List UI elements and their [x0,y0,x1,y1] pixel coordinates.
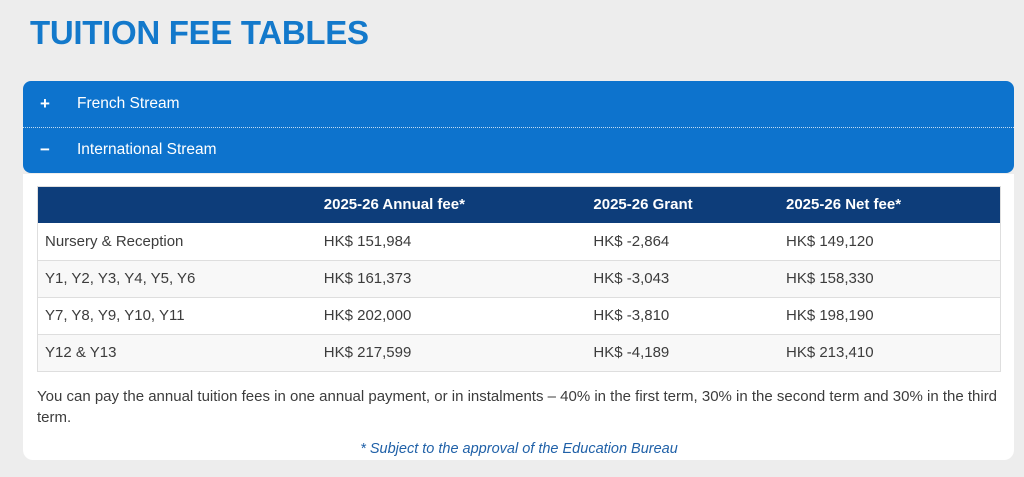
page-title: TUITION FEE TABLES [30,14,369,51]
net-fee-value: HK$ 198,190 [778,297,1001,335]
table-header-empty [37,186,317,224]
net-fee-value: HK$ 149,120 [778,223,1001,261]
tuition-fee-table: 2025-26 Annual fee* 2025-26 Grant 2025-2… [37,185,1001,372]
net-fee-value: HK$ 158,330 [778,260,1001,298]
payment-info-text: You can pay the annual tuition fees in o… [37,387,998,427]
table-row: Y1, Y2, Y3, Y4, Y5, Y6 HK$ 161,373 HK$ -… [37,260,1001,298]
table-header-annual-fee: 2025-26 Annual fee* [316,186,587,224]
table-row: Y7, Y8, Y9, Y10, Y11 HK$ 202,000 HK$ -3,… [37,297,1001,335]
row-label: Y7, Y8, Y9, Y10, Y11 [37,297,317,335]
minus-icon: − [40,140,50,160]
net-fee-value: HK$ 213,410 [778,334,1001,372]
table-header-row: 2025-26 Annual fee* 2025-26 Grant 2025-2… [37,186,1001,224]
annual-fee-value: HK$ 151,984 [316,223,587,261]
table-header-net-fee: 2025-26 Net fee* [778,186,1001,224]
accordion-item-international-stream[interactable]: − International Stream [23,126,1014,173]
tuition-fee-page: TUITION FEE TABLES + French Stream − Int… [23,14,1014,460]
stream-accordion: + French Stream − International Stream [23,80,1014,173]
international-stream-panel: 2025-26 Annual fee* 2025-26 Grant 2025-2… [23,173,1014,460]
table-row: Y12 & Y13 HK$ 217,599 HK$ -4,189 HK$ 213… [37,334,1001,372]
row-label: Y1, Y2, Y3, Y4, Y5, Y6 [37,260,317,298]
annual-fee-value: HK$ 217,599 [316,334,587,372]
grant-value: HK$ -4,189 [586,334,779,372]
grant-value: HK$ -3,043 [586,260,779,298]
row-label: Y12 & Y13 [37,334,317,372]
accordion-label-french-stream: French Stream [77,94,180,112]
accordion-label-international-stream: International Stream [77,141,217,159]
grant-value: HK$ -2,864 [586,223,779,261]
annual-fee-value: HK$ 202,000 [316,297,587,335]
table-header-grant: 2025-26 Grant [586,186,779,224]
approval-note: * Subject to the approval of the Educati… [360,441,678,458]
annual-fee-value: HK$ 161,373 [316,260,587,298]
accordion-item-french-stream[interactable]: + French Stream [23,80,1014,127]
grant-value: HK$ -3,810 [586,297,779,335]
row-label: Nursery & Reception [37,223,317,261]
table-row: Nursery & Reception HK$ 151,984 HK$ -2,8… [37,223,1001,261]
plus-icon: + [40,93,50,113]
